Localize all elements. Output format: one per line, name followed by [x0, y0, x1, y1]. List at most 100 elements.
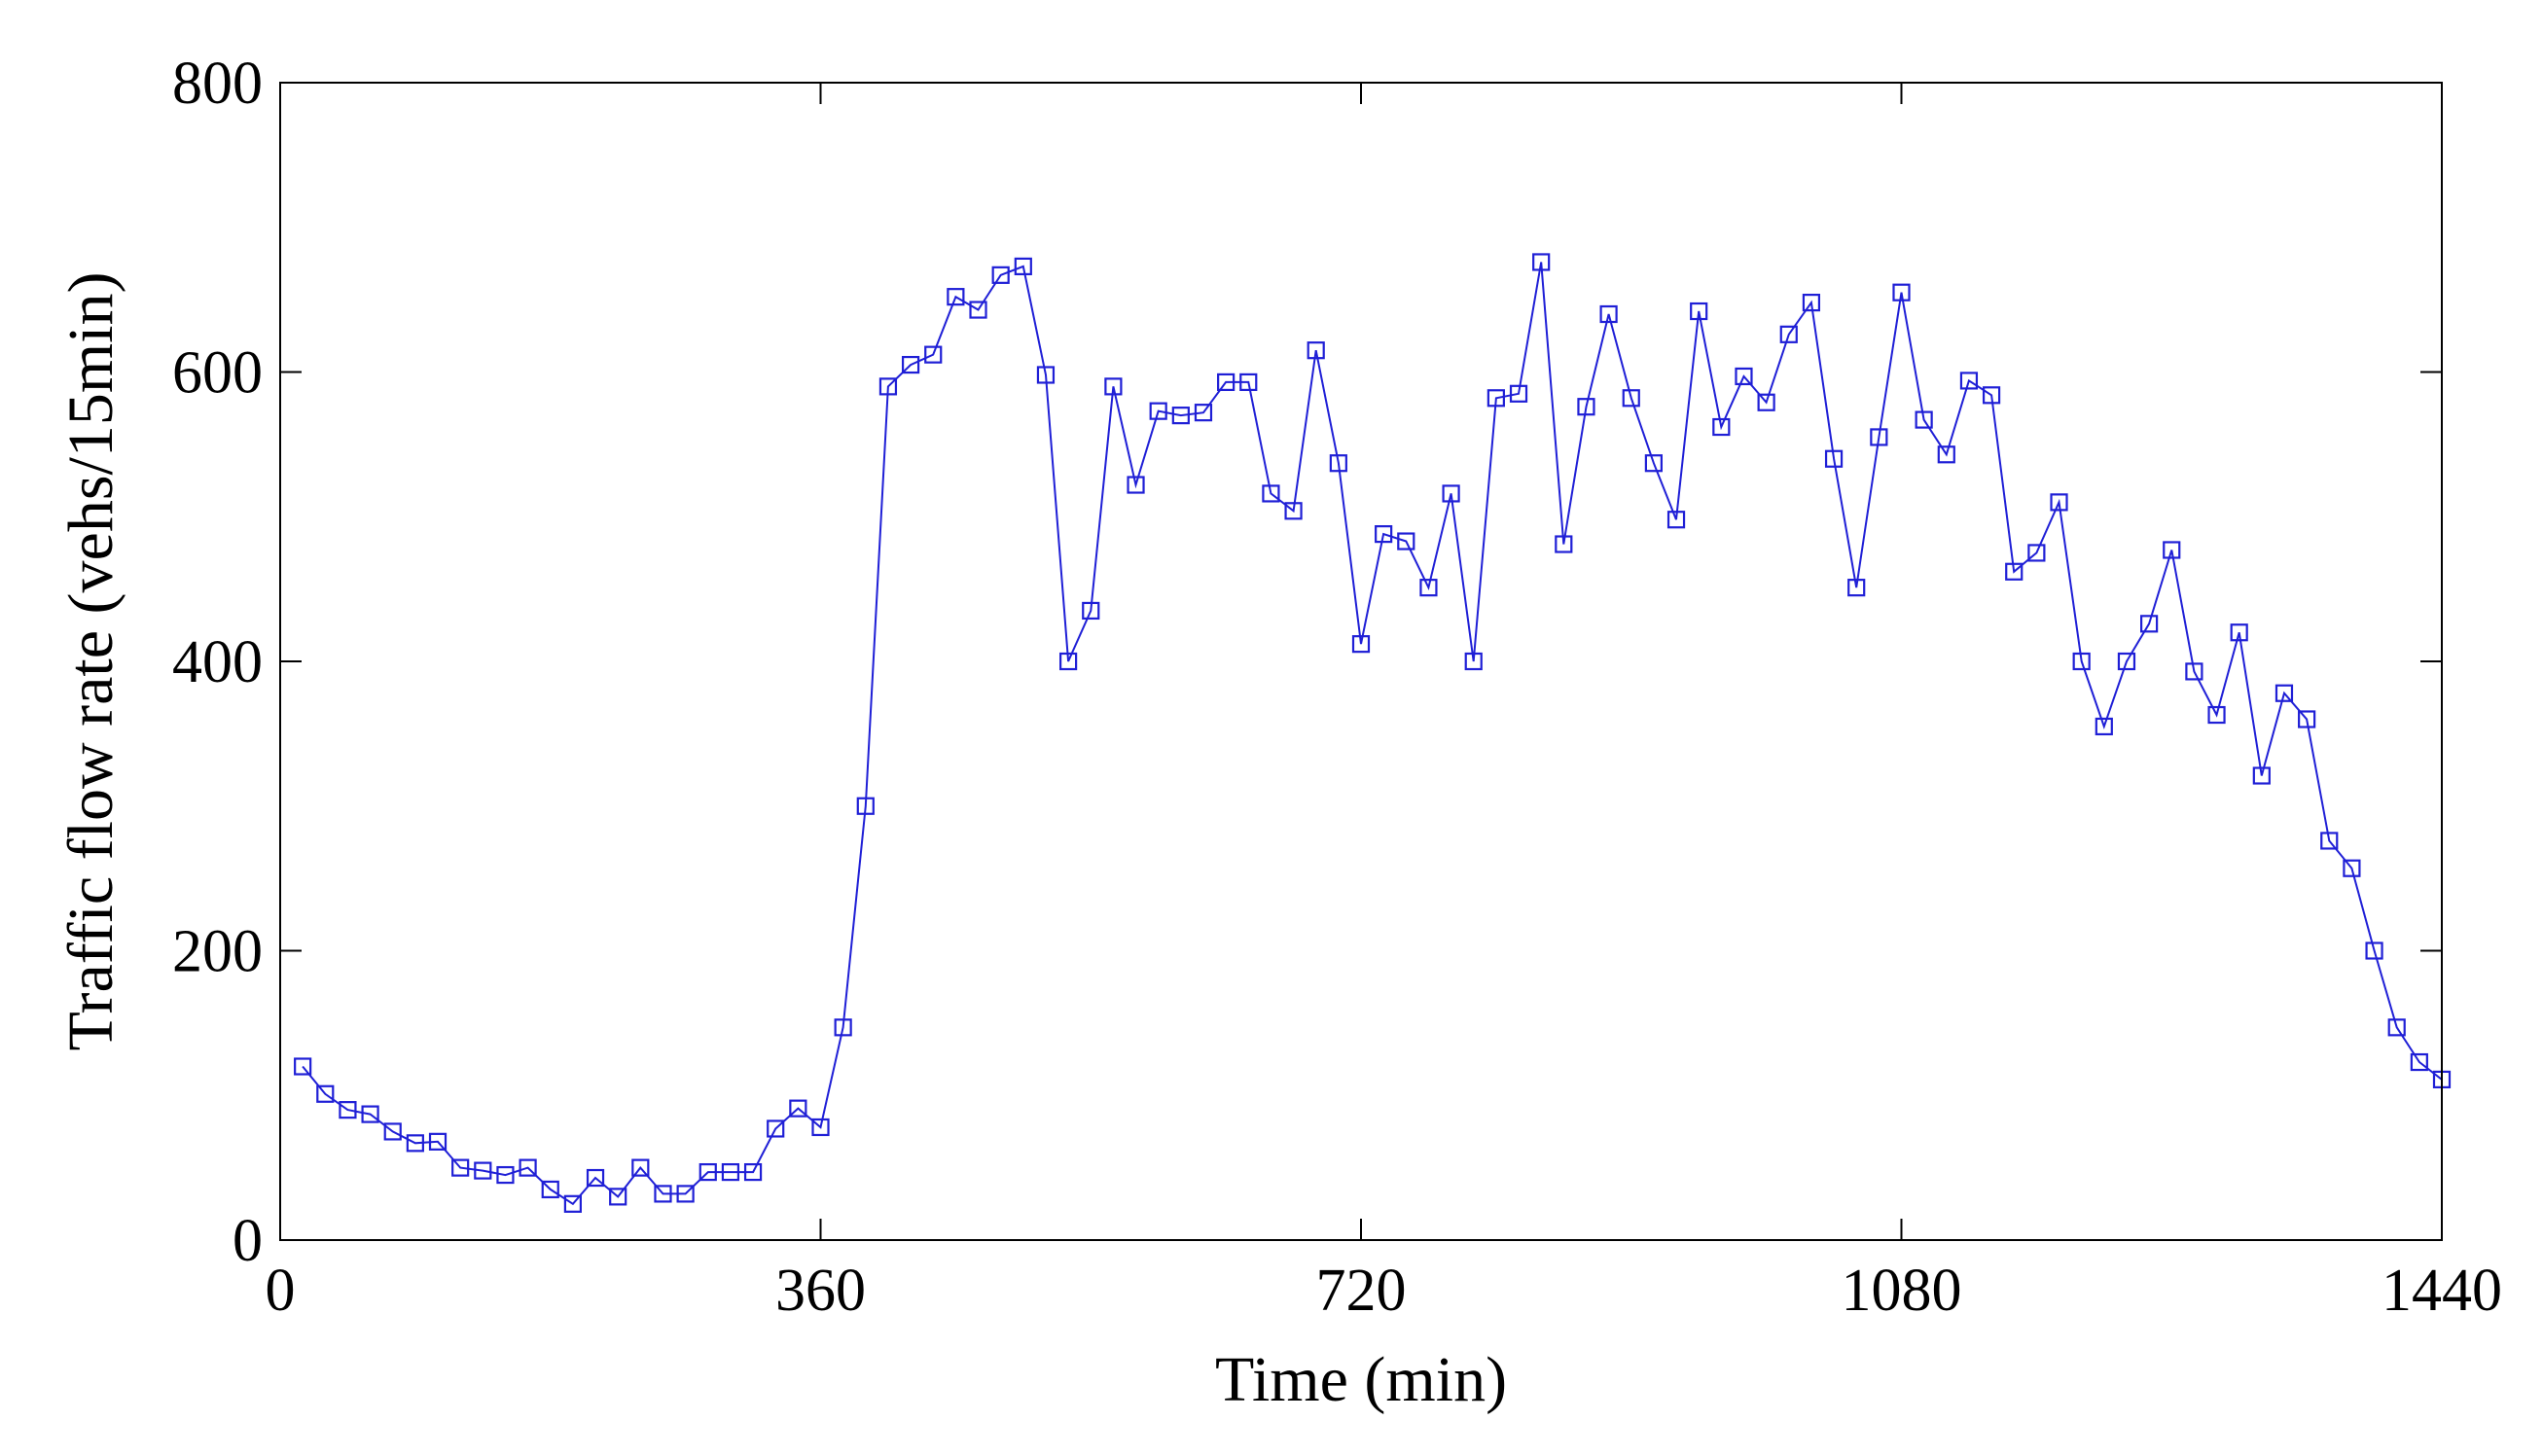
x-tick-label: 720	[1316, 1258, 1407, 1324]
data-point-marker	[2185, 662, 2203, 681]
x-tick-label: 1440	[2382, 1258, 2502, 1324]
data-point-marker	[1735, 367, 1753, 386]
y-axis-title: Traffic flow rate (vehs/15min)	[55, 272, 126, 1051]
data-point-marker	[2320, 832, 2339, 850]
data-point-marker	[2163, 541, 2181, 559]
data-point-marker	[1870, 428, 1888, 446]
data-point-marker	[2274, 684, 2294, 702]
y-tick-label: 800	[172, 51, 263, 117]
data-point-marker	[451, 1158, 470, 1177]
data-point-marker	[767, 1119, 785, 1138]
data-point-marker	[563, 1194, 582, 1213]
data-point-marker	[1036, 366, 1056, 384]
data-point-marker	[609, 1188, 627, 1206]
data-point-marker	[1127, 476, 1145, 494]
data-point-marker	[1307, 341, 1325, 360]
data-point-marker	[901, 355, 920, 374]
data-point-marker	[2027, 544, 2046, 562]
data-point-marker	[1959, 372, 1979, 390]
data-point-marker	[1644, 454, 1663, 473]
data-point-marker	[1847, 579, 1866, 597]
data-point-marker	[811, 1118, 830, 1137]
data-point-marker	[2050, 493, 2068, 512]
data-point-marker	[428, 1132, 448, 1151]
data-point-marker	[676, 1185, 695, 1203]
data-point-marker	[1666, 511, 1686, 529]
data-point-marker	[519, 1158, 537, 1177]
data-point-marker	[1171, 407, 1190, 425]
data-point-marker	[1915, 410, 1933, 429]
data-point-marker	[1757, 393, 1775, 411]
data-point-marker	[1397, 532, 1415, 550]
data-point-marker	[2207, 705, 2226, 725]
data-point-marker	[2072, 652, 2091, 671]
data-point-marker	[1059, 652, 1078, 671]
data-point-marker	[1824, 449, 1844, 468]
data-point-marker	[2343, 859, 2361, 877]
data-point-marker	[743, 1162, 763, 1182]
data-point-marker	[474, 1161, 492, 1180]
data-point-marker	[1284, 502, 1303, 520]
data-point-marker	[2252, 766, 2271, 785]
data-point-marker	[2387, 1018, 2406, 1037]
data-point-marker	[383, 1122, 402, 1141]
data-point-marker	[1464, 652, 1483, 671]
data-point-marker	[1329, 454, 1347, 473]
data-point-marker	[1351, 635, 1371, 654]
x-tick-label: 1080	[1842, 1258, 1962, 1324]
data-point-marker	[2298, 710, 2316, 728]
x-tick-label: 0	[266, 1258, 296, 1324]
data-point-marker	[924, 345, 943, 364]
data-point-marker	[316, 1084, 335, 1103]
data-point-marker	[1442, 484, 1460, 503]
data-point-marker	[1014, 257, 1032, 276]
data-point-marker	[721, 1162, 740, 1182]
data-point-marker	[654, 1185, 672, 1203]
data-point-marker	[1419, 579, 1438, 597]
data-point-marker	[1599, 304, 1618, 324]
data-point-marker	[1509, 384, 1528, 403]
x-tick-label: 360	[775, 1258, 866, 1324]
data-point-marker	[631, 1158, 650, 1177]
data-point-marker	[2365, 941, 2383, 960]
data-point-marker	[294, 1057, 312, 1076]
tick-labels-layer: 0 360 720 1080 1440 0 200 400 600 800	[172, 51, 2502, 1324]
data-point-marker	[1982, 386, 2001, 405]
data-point-marker	[1149, 402, 1167, 420]
x-axis-title: Time (min)	[1215, 1344, 1507, 1415]
data-point-marker	[1532, 253, 1551, 271]
data-point-marker	[1937, 445, 1955, 464]
data-point-marker	[2140, 615, 2159, 633]
data-point-marker	[856, 797, 875, 815]
data-point-marker	[339, 1101, 357, 1119]
data-point-marker	[2005, 562, 2024, 581]
data-point-marker	[698, 1162, 717, 1182]
y-tick-label: 400	[172, 629, 263, 695]
data-point-marker	[789, 1099, 807, 1118]
data-point-marker	[1577, 398, 1595, 416]
data-point-marker	[991, 266, 1010, 284]
data-point-marker	[406, 1134, 424, 1153]
data-point-marker	[1217, 373, 1236, 392]
data-point-marker	[541, 1180, 559, 1199]
data-point-marker	[1194, 404, 1213, 422]
data-point-marker	[1802, 294, 1821, 312]
data-point-marker	[1690, 302, 1708, 321]
data-point-marker	[969, 301, 987, 319]
y-tick-label: 600	[172, 340, 263, 407]
plot-area-frame	[279, 82, 2443, 1241]
data-point-marker	[834, 1018, 852, 1037]
data-point-marker	[1622, 389, 1640, 408]
data-point-marker	[947, 288, 965, 306]
y-tick-label: 200	[172, 919, 263, 985]
data-point-marker	[2230, 623, 2248, 642]
data-point-marker	[1262, 484, 1280, 503]
data-point-marker	[1375, 524, 1393, 544]
data-point-marker	[496, 1165, 515, 1185]
data-point-marker	[361, 1105, 379, 1123]
data-point-marker	[1104, 377, 1123, 396]
series-line	[302, 262, 2443, 1206]
data-point-marker	[1486, 389, 1505, 408]
